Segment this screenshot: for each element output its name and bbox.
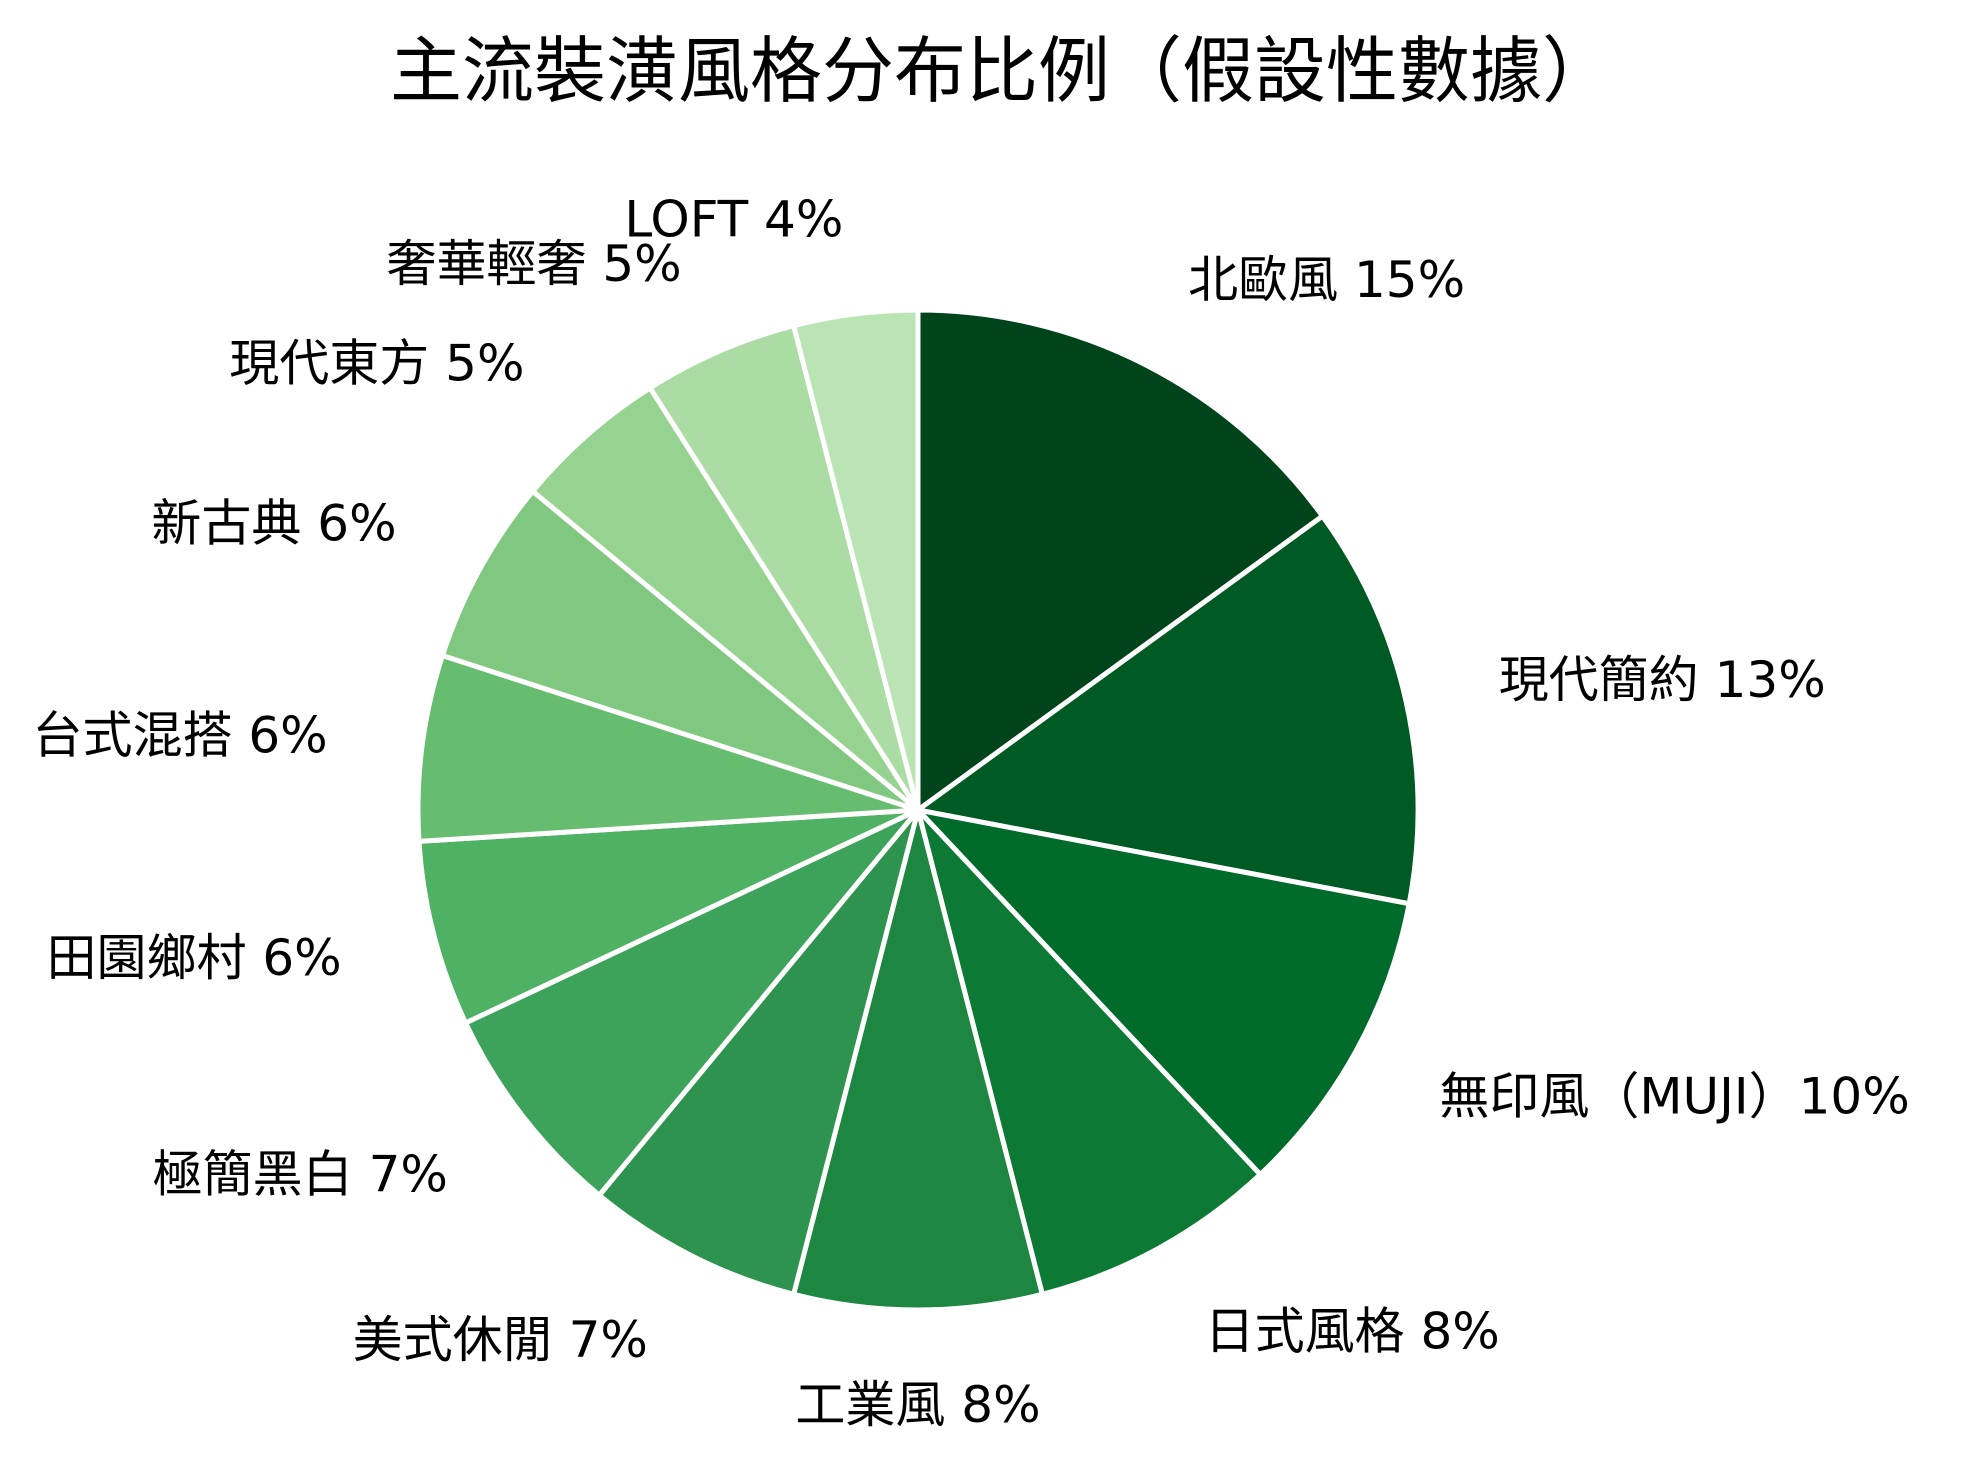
pie-slice [646,322,921,812]
slice-label: 新古典 6% [151,494,396,552]
pie-slice [790,307,921,811]
chart-title: 主流裝潢風格分布比例（假設性數據） [390,29,1614,113]
pie-slice [595,808,921,1298]
slice-label: 現代東方 5% [229,335,524,393]
slice-label: 北歐風 15% [1188,251,1465,309]
slice-label: 現代簡約 13% [1499,651,1826,709]
pie-slice [911,512,1421,907]
slice-label: 美式休閒 7% [353,1311,648,1369]
slice-label: LOFT 4% [624,191,843,249]
slice-label: 極簡黑白 7% [153,1146,448,1204]
slice-label: 田園鄉村 6% [46,929,341,987]
pie-slices [415,307,1421,1313]
pie-slice [790,809,1046,1313]
pie-slice [910,806,1413,1179]
slice-label: 奢華輕奢 5% [386,235,681,293]
slice-label: 工業風 8% [795,1376,1040,1434]
pie-slice [915,307,1327,815]
slice-label: 台式混搭 6% [32,706,327,764]
pie-slice [439,487,920,813]
pie-slice [915,808,1264,1298]
pie-slice [415,652,919,845]
slice-label: 日式風格 8% [1205,1302,1500,1360]
pie-labels: 北歐風 15% 現代簡約 13% 無印風（MUJI）10% 日式風格 8% 工業風 8%… [32,191,1909,1434]
pie-slice [529,384,921,812]
pie-slice [462,807,920,1199]
slice-label: 無印風（MUJI）10% [1439,1068,1909,1126]
pie-slice [416,807,920,1027]
